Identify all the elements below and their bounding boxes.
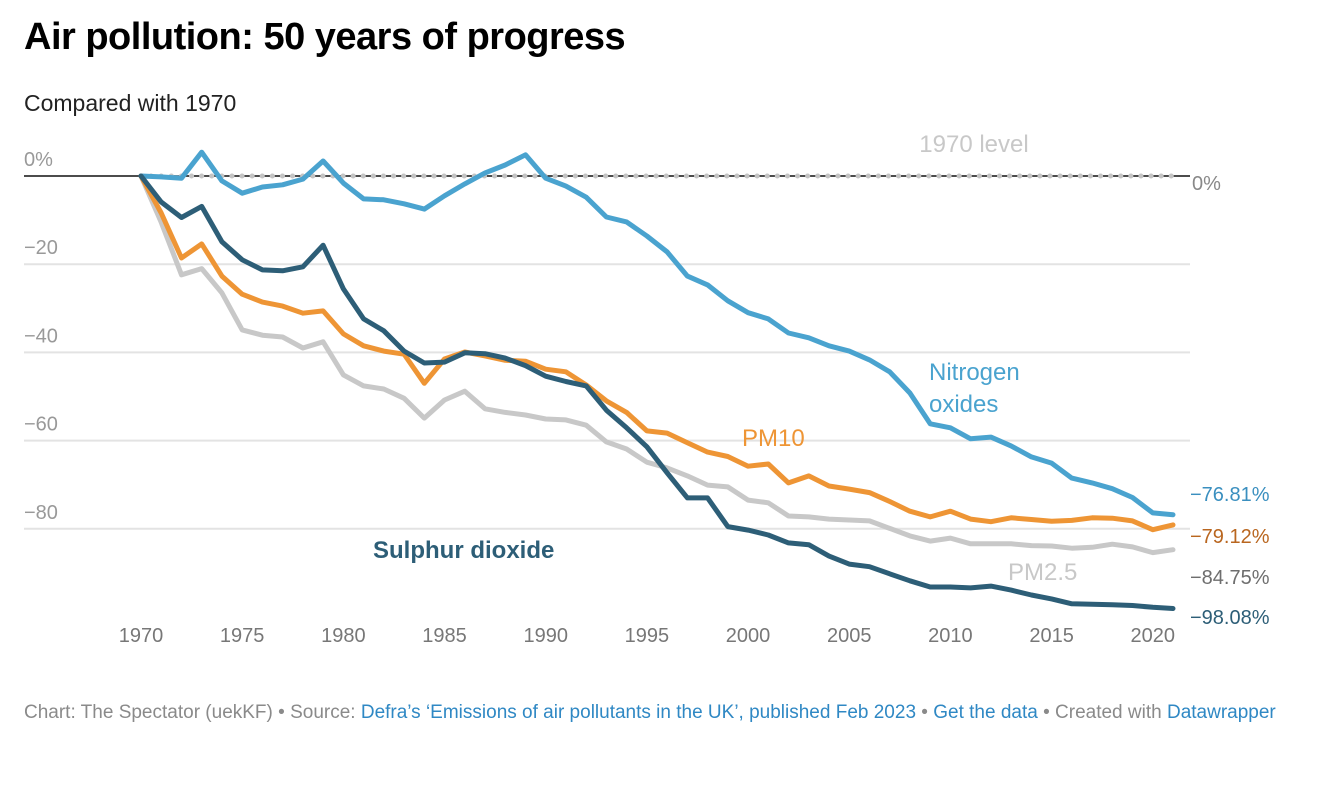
series-line-pm10 xyxy=(138,173,1176,533)
reference-line-label: 1970 level xyxy=(919,131,1028,158)
chart-footer: Chart: The Spectator (uekKF) • Source: D… xyxy=(24,698,1284,728)
end-label-pm10: −79.12% xyxy=(1190,526,1270,548)
series-label-sulphur-dioxide: Sulphur dioxide xyxy=(373,537,554,564)
reference-line-group: 1970 level 0% xyxy=(24,131,1221,195)
source-link[interactable]: Defra’s ‘Emissions of air pollutants in … xyxy=(360,702,917,723)
end-label-pm2-5: −84.75% xyxy=(1190,567,1270,589)
x-tick-label: 1970 xyxy=(119,625,164,647)
series-line-nitrogen-oxides xyxy=(138,149,1176,518)
y-tick-label: −20 xyxy=(24,237,58,259)
x-tick-label: 2005 xyxy=(827,625,872,647)
series-label-line: Nitrogen xyxy=(929,359,1020,386)
x-tick-label: 1995 xyxy=(625,625,670,647)
chart-title: Air pollution: 50 years of progress xyxy=(24,16,626,58)
datawrapper-link[interactable]: Datawrapper xyxy=(1166,702,1276,723)
x-tick-label: 1980 xyxy=(321,625,366,647)
series-line-sulphur-dioxide xyxy=(138,173,1176,611)
reference-right-label: 0% xyxy=(1192,173,1221,195)
series-label-pm10: PM10 xyxy=(742,425,805,452)
x-tick-label: 2020 xyxy=(1131,625,1176,647)
gridlines xyxy=(24,263,1190,530)
series-lines xyxy=(138,149,1176,611)
footer-created-with: • Created with xyxy=(1037,702,1167,723)
x-tick-label: 1975 xyxy=(220,625,265,647)
x-tick-label: 2010 xyxy=(928,625,973,647)
y-tick-label: 0% xyxy=(24,149,53,171)
end-label-nitrogen-oxides: −76.81% xyxy=(1190,484,1270,506)
line-chart: 0% −20 −40 −60 −80 1970 level 0% 1970 1975 1980… xyxy=(24,131,1270,647)
x-tick-label: 1990 xyxy=(523,625,568,647)
y-tick-label: −60 xyxy=(24,414,58,436)
series-label-pm2-5: PM2.5 xyxy=(1008,559,1077,586)
y-tick-label: −80 xyxy=(24,502,58,524)
end-value-labels: −76.81% −79.12% −84.75% −98.08% xyxy=(1190,484,1270,629)
chart-subtitle: Compared with 1970 xyxy=(24,90,237,116)
end-label-sulphur-dioxide: −98.08% xyxy=(1190,607,1270,629)
x-tick-label: 1985 xyxy=(422,625,467,647)
x-axis-labels: 1970 1975 1980 1985 1990 1995 2000 2005 2010 2015… xyxy=(119,625,1175,647)
footer-credit: Chart: The Spectator (uekKF) • Source: xyxy=(24,702,361,723)
series-labels: Nitrogen oxides PM10 PM2.5 Sulphur dioxide xyxy=(373,359,1077,586)
footer-separator: • xyxy=(916,702,934,723)
y-tick-label: −40 xyxy=(24,325,58,347)
y-axis-labels: 0% −20 −40 −60 −80 xyxy=(24,149,58,524)
series-label-line: oxides xyxy=(929,391,998,418)
x-tick-label: 2000 xyxy=(726,625,771,647)
x-tick-label: 2015 xyxy=(1029,625,1074,647)
series-line-pm2-5 xyxy=(138,173,1176,556)
get-the-data-link[interactable]: Get the data xyxy=(933,702,1038,723)
series-label-nitrogen-oxides: Nitrogen oxides xyxy=(929,359,1020,418)
